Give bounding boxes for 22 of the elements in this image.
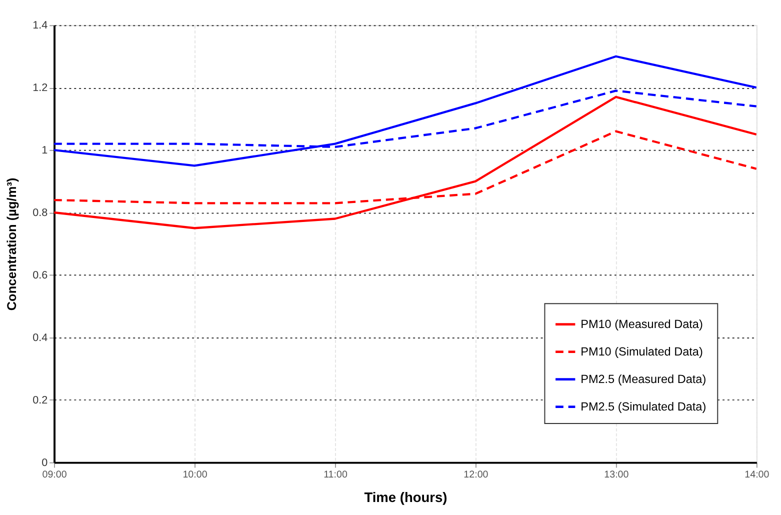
line-series — [54, 55, 756, 167]
x-tick-label: 10:00 — [182, 470, 208, 481]
legend-label: PM10 (Simulated Data) — [580, 346, 703, 359]
y-tick-label: 0.4 — [32, 332, 48, 344]
y-tick-label: 0.8 — [32, 206, 48, 219]
x-axis-title: Time (hours) — [364, 490, 448, 506]
y-tick-label: 0.2 — [32, 394, 48, 406]
y-tick-label: 1 — [42, 144, 48, 156]
legend-label: PM10 (Measured Data) — [580, 318, 703, 332]
x-tick-label: 09:00 — [42, 470, 68, 481]
y-tick-label: 0.6 — [32, 269, 48, 282]
x-tick-label: 13:00 — [604, 470, 630, 481]
y-axis-title: Concentration (µg/m³) — [4, 178, 19, 311]
x-tick-label: 12:00 — [464, 470, 489, 481]
legend-label: PM2.5 (Simulated Data) — [580, 400, 706, 414]
line-series — [54, 96, 756, 230]
legend-label: PM2.5 (Measured Data) — [580, 373, 706, 386]
x-tick-label: 11:00 — [324, 470, 348, 481]
y-tick-label: 1.4 — [32, 20, 48, 32]
x-tick-label: 14:00 — [744, 470, 770, 481]
y-tick-label: 0 — [42, 456, 48, 469]
y-tick-label: 1.2 — [32, 82, 48, 94]
